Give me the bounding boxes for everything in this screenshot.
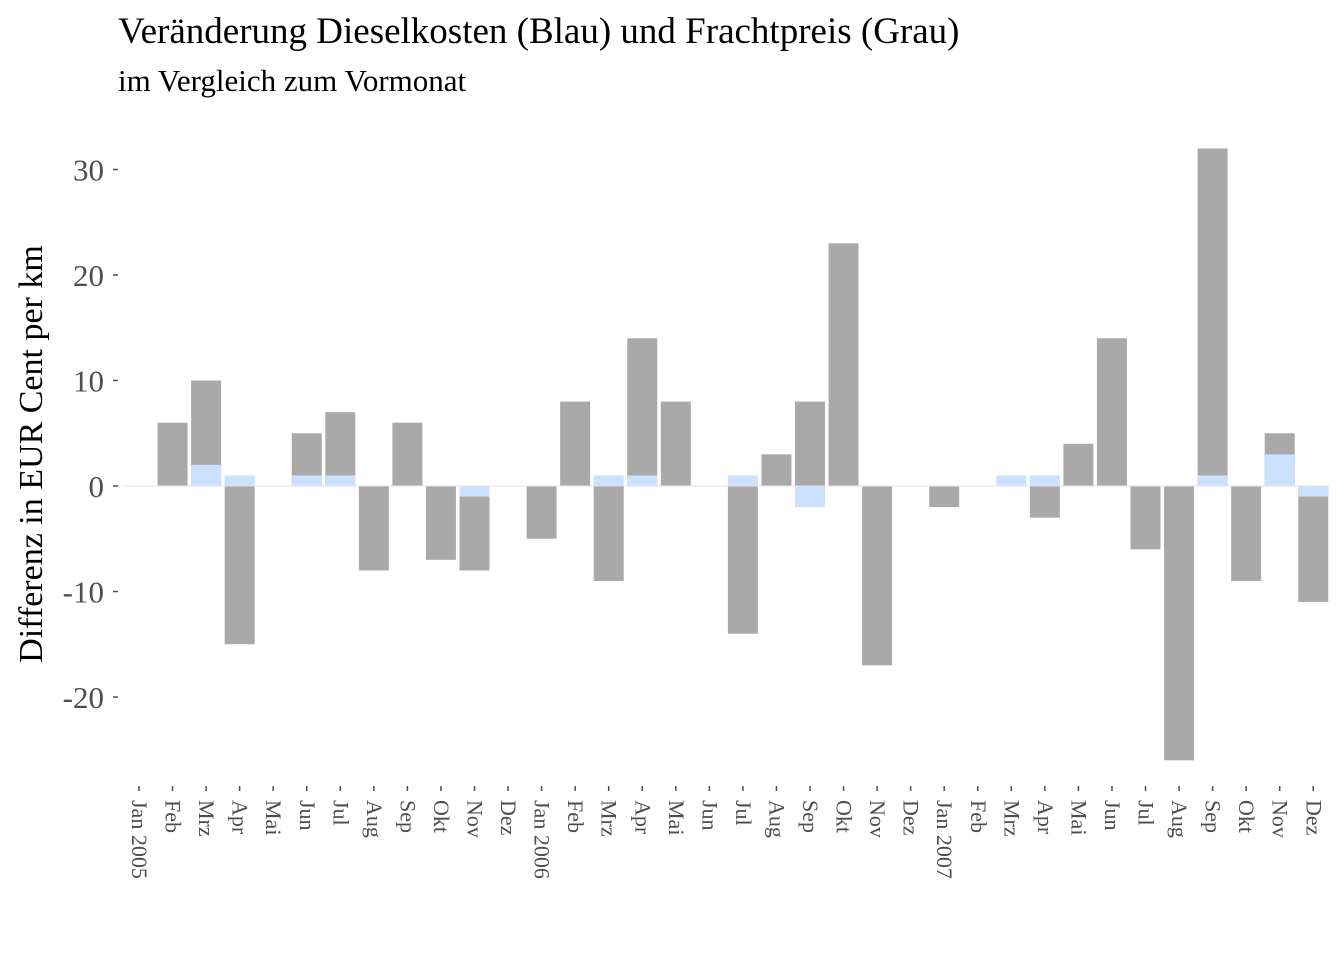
fracht-bar-24 [929, 486, 960, 508]
x-tick-label: Jul [731, 800, 756, 826]
y-tick-label: -10 [63, 575, 104, 610]
fracht-bar-7 [358, 486, 389, 571]
fracht-bar-32 [1197, 148, 1228, 486]
fracht-bar-27 [1029, 486, 1060, 518]
diesel-bar-10 [459, 486, 490, 497]
x-tick-label: Jun [295, 800, 320, 831]
diesel-bar-6 [325, 475, 356, 486]
fracht-bar-1 [157, 422, 188, 486]
x-tick-label: Mai [664, 800, 689, 835]
chart-title: Veränderung Dieselkosten (Blau) und Frac… [118, 11, 960, 52]
x-tick-label: Dez [1301, 800, 1326, 836]
x-tick-label: Mai [261, 800, 286, 835]
y-tick-label: 30 [73, 153, 104, 188]
diesel-bar-32 [1197, 475, 1228, 486]
fracht-bar-21 [828, 243, 859, 486]
fracht-bar-29 [1096, 338, 1127, 486]
x-tick-label: Jan 2005 [127, 800, 152, 879]
x-tick-label: Mrz [999, 800, 1024, 837]
x-tick-label: Apr [1033, 800, 1058, 835]
x-tick-label: Feb [966, 800, 991, 833]
x-tick-label: Sep [395, 800, 420, 833]
fracht-bar-13 [560, 401, 591, 486]
diesel-bar-2 [191, 464, 222, 486]
diesel-bar-5 [291, 475, 322, 486]
fracht-bar-9 [425, 486, 456, 560]
diesel-bars [191, 454, 1329, 508]
fracht-bar-12 [526, 486, 557, 539]
fracht-bar-15 [627, 338, 658, 486]
fracht-bar-18 [727, 486, 758, 634]
fracht-bar-28 [1063, 443, 1094, 486]
x-tick-label: Jan 2006 [530, 800, 555, 879]
chart-subtitle: im Vergleich zum Vormonat [118, 63, 467, 98]
fracht-bar-8 [392, 422, 423, 486]
fracht-bar-16 [660, 401, 691, 486]
y-tick-label: 0 [89, 469, 105, 504]
x-tick-label: Jan 2007 [932, 800, 957, 879]
diesel-bar-35 [1298, 486, 1329, 497]
x-tick-label: Mai [1066, 800, 1091, 835]
fracht-bars [157, 148, 1329, 761]
x-tick-label: Jun [697, 800, 722, 831]
diesel-bar-26 [996, 475, 1027, 486]
y-tick-label: 20 [73, 258, 104, 293]
x-tick-label: Sep [798, 800, 823, 833]
x-tick-label: Aug [1167, 800, 1192, 838]
x-tick-label: Okt [832, 800, 857, 833]
x-tick-label: Nov [463, 800, 488, 838]
fracht-bar-35 [1298, 486, 1329, 603]
x-tick-label: Nov [865, 800, 890, 838]
x-tick-label: Mrz [194, 800, 219, 837]
y-tick-label: -20 [63, 680, 104, 715]
y-axis: -20 -10 0 10 20 30 [63, 153, 118, 715]
x-tick-label: Aug [362, 800, 387, 838]
fracht-bar-10 [459, 486, 490, 571]
x-tick-label: Apr [630, 800, 655, 835]
x-tick-label: Okt [1234, 800, 1259, 833]
x-axis: Jan 2005 Feb Mrz Apr Mai Jun Jul Aug Sep Okt Nov De… [127, 786, 1326, 879]
x-tick-label: Nov [1268, 800, 1293, 838]
x-tick-label: Mrz [597, 800, 622, 837]
y-axis-label: Differenz in EUR Cent per km [13, 245, 50, 663]
diesel-bar-14 [593, 475, 624, 486]
diesel-bar-27 [1029, 475, 1060, 486]
fracht-bar-31 [1164, 486, 1195, 761]
fracht-bar-20 [795, 401, 825, 486]
x-tick-label: Jul [328, 800, 353, 826]
x-tick-label: Jun [1100, 800, 1125, 831]
x-tick-label: Dez [899, 800, 924, 836]
x-tick-label: Aug [764, 800, 789, 838]
x-tick-label: Feb [563, 800, 588, 833]
fracht-bar-33 [1231, 486, 1262, 581]
diesel-bar-3 [224, 475, 255, 486]
diesel-bar-20 [795, 486, 825, 508]
fracht-bar-6 [325, 412, 356, 486]
x-tick-label: Jul [1134, 800, 1159, 826]
fracht-bar-30 [1130, 486, 1161, 550]
fracht-bar-22 [862, 486, 893, 666]
x-tick-label: Dez [496, 800, 521, 836]
x-tick-label: Sep [1201, 800, 1226, 833]
fracht-bar-19 [761, 454, 792, 486]
x-tick-label: Apr [228, 800, 253, 835]
y-tick-label: 10 [73, 364, 104, 399]
fracht-bar-3 [224, 486, 255, 645]
x-tick-label: Okt [429, 800, 454, 833]
fracht-bar-14 [593, 486, 624, 581]
diesel-bar-34 [1264, 454, 1295, 486]
x-tick-label: Feb [161, 800, 186, 833]
diesel-bar-18 [727, 475, 758, 486]
diesel-bar-15 [627, 475, 658, 486]
